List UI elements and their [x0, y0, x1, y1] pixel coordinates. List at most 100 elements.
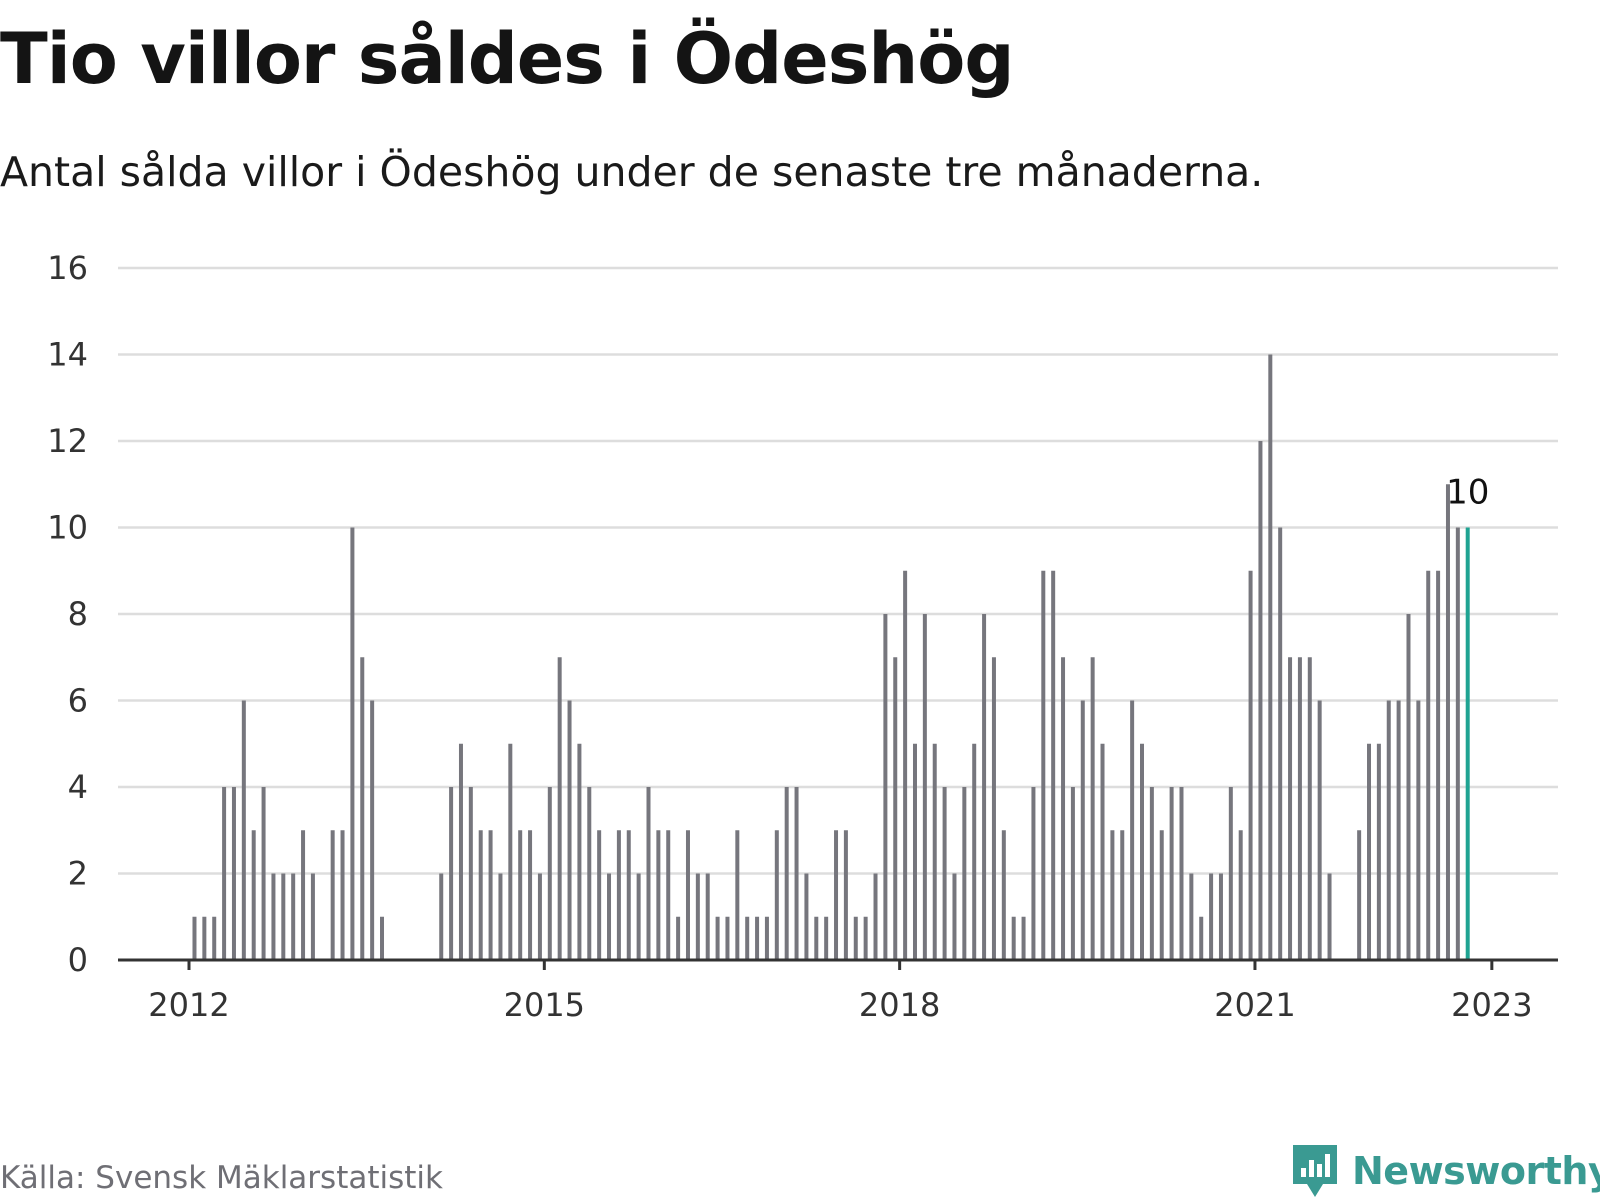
bar — [1090, 657, 1095, 960]
bar — [271, 873, 276, 960]
bar — [932, 743, 937, 960]
bar — [1130, 700, 1135, 960]
y-tick-label: 4 — [68, 768, 88, 806]
bar — [952, 873, 957, 960]
bar — [1140, 743, 1144, 960]
bar — [1396, 700, 1401, 960]
bar — [1238, 830, 1243, 960]
bar — [1199, 916, 1204, 960]
bar — [340, 830, 345, 960]
bar — [1120, 830, 1125, 960]
bar — [636, 873, 641, 960]
bar-highlight — [1465, 527, 1470, 960]
bar — [883, 614, 888, 960]
bar — [360, 657, 365, 960]
bar — [212, 916, 217, 960]
bar — [834, 830, 839, 960]
bar — [537, 873, 542, 960]
bar — [982, 614, 987, 960]
bars — [192, 354, 1470, 960]
y-tick-label: 8 — [68, 595, 88, 633]
bar — [1218, 873, 1223, 960]
bar — [893, 657, 898, 960]
bar — [449, 787, 454, 960]
y-tick-label: 14 — [47, 336, 88, 374]
bar — [1159, 830, 1164, 960]
bar — [192, 916, 197, 960]
bar — [903, 570, 908, 960]
bar — [1248, 570, 1253, 960]
bar — [1327, 873, 1332, 960]
bar — [755, 916, 760, 960]
bar — [912, 743, 917, 960]
bar — [1031, 787, 1036, 960]
bar — [725, 916, 730, 960]
bar — [1228, 787, 1233, 960]
bar — [1317, 700, 1322, 960]
bar — [547, 787, 552, 960]
bar — [251, 830, 256, 960]
bar — [853, 916, 858, 960]
bar-chart: 0 2 4 6 8 10 12 14 16 2012 2015 2018 2021 2023 10 — [47, 249, 1558, 1024]
bar — [350, 527, 355, 960]
bar — [1149, 787, 1154, 960]
bar — [1278, 527, 1283, 960]
brand-name: Newsworthy — [1352, 1149, 1600, 1193]
bar — [1021, 916, 1026, 960]
bar — [972, 743, 977, 960]
bar — [468, 787, 473, 960]
bar — [745, 916, 750, 960]
bar — [1041, 570, 1046, 960]
bar — [804, 873, 809, 960]
bar — [261, 787, 266, 960]
bar — [764, 916, 769, 960]
bar — [1288, 657, 1293, 960]
brand-logo: Newsworthy — [1290, 1142, 1600, 1200]
bar — [1100, 743, 1105, 960]
bar — [873, 873, 878, 960]
bar — [1051, 570, 1056, 960]
bar — [439, 873, 444, 960]
bar — [508, 743, 513, 960]
bar — [597, 830, 602, 960]
y-tick-label: 2 — [68, 855, 88, 893]
bar — [231, 787, 236, 960]
x-tick-label: 2021 — [1214, 986, 1295, 1024]
bar — [301, 830, 306, 960]
bar — [843, 830, 848, 960]
bar — [607, 873, 612, 960]
bar — [942, 787, 947, 960]
bar — [458, 743, 463, 960]
y-tick-label: 6 — [68, 682, 88, 720]
bar — [281, 873, 286, 960]
bar — [814, 916, 819, 960]
bar — [557, 657, 562, 960]
y-tick-label: 16 — [47, 249, 88, 287]
bar — [587, 787, 592, 960]
bar — [1169, 787, 1174, 960]
bar — [962, 787, 967, 960]
bar — [1416, 700, 1421, 960]
bar — [646, 787, 651, 960]
bar — [518, 830, 523, 960]
bar — [991, 657, 996, 960]
bar — [1436, 570, 1441, 960]
bar — [774, 830, 779, 960]
bar — [784, 787, 789, 960]
bar — [1406, 614, 1411, 960]
bar — [1110, 830, 1115, 960]
bar — [202, 916, 207, 960]
bar — [676, 916, 681, 960]
bar — [1445, 484, 1450, 960]
bar — [1307, 657, 1312, 960]
bar — [1189, 873, 1194, 960]
bar — [922, 614, 927, 960]
x-tick-label: 2023 — [1451, 986, 1532, 1024]
bar — [567, 700, 572, 960]
bar — [1258, 441, 1263, 960]
source-note: Källa: Svensk Mäklarstatistik — [0, 1160, 443, 1196]
x-axis — [118, 958, 1558, 970]
bar — [1357, 830, 1362, 960]
bar — [1011, 916, 1016, 960]
bar — [241, 700, 246, 960]
